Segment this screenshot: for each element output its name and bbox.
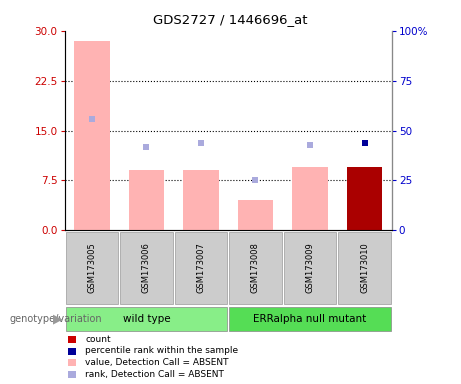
Bar: [74, 41, 110, 230]
Bar: [183, 170, 219, 230]
Bar: [120, 232, 172, 304]
Bar: [65, 232, 118, 304]
Bar: [229, 306, 391, 331]
Bar: [284, 232, 336, 304]
Text: GSM173007: GSM173007: [196, 242, 206, 293]
Bar: [347, 167, 382, 230]
Bar: [129, 170, 164, 230]
Text: genotype/variation: genotype/variation: [9, 314, 102, 324]
Bar: [238, 200, 273, 230]
Text: GSM173009: GSM173009: [306, 242, 314, 293]
Text: GSM173010: GSM173010: [360, 242, 369, 293]
Bar: [292, 167, 328, 230]
Text: count: count: [85, 335, 111, 344]
Bar: [229, 232, 282, 304]
Text: ERRalpha null mutant: ERRalpha null mutant: [254, 314, 366, 324]
Text: GSM173006: GSM173006: [142, 242, 151, 293]
Bar: [338, 232, 391, 304]
Text: rank, Detection Call = ABSENT: rank, Detection Call = ABSENT: [85, 369, 224, 379]
Bar: [65, 306, 227, 331]
Text: GSM173005: GSM173005: [87, 242, 96, 293]
Text: ▶: ▶: [53, 312, 62, 325]
Text: GSM173008: GSM173008: [251, 242, 260, 293]
Text: GDS2727 / 1446696_at: GDS2727 / 1446696_at: [153, 13, 308, 26]
Bar: [175, 232, 227, 304]
Text: value, Detection Call = ABSENT: value, Detection Call = ABSENT: [85, 358, 229, 367]
Text: wild type: wild type: [123, 314, 170, 324]
Text: percentile rank within the sample: percentile rank within the sample: [85, 346, 238, 356]
